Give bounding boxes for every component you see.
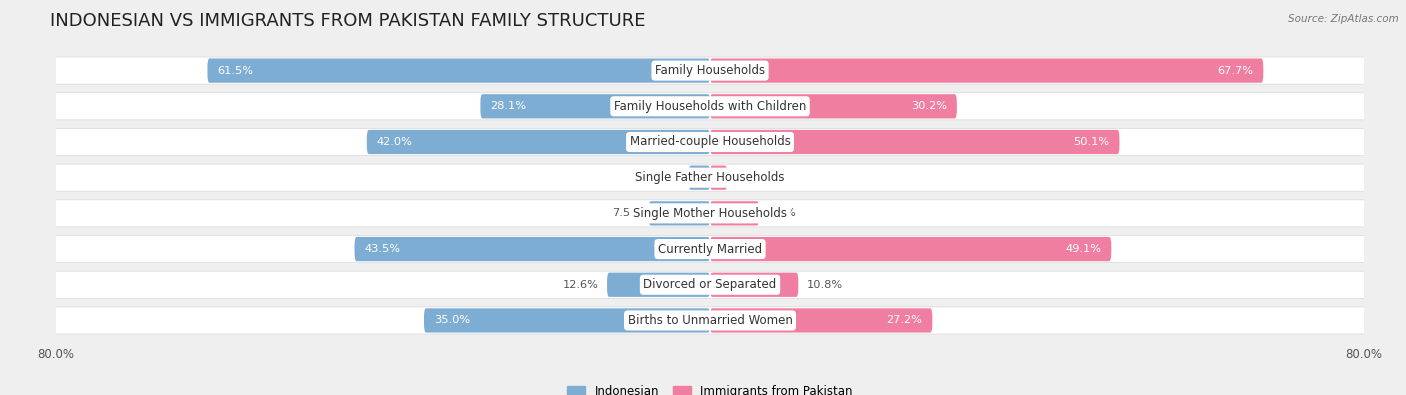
Text: 30.2%: 30.2% [911,101,948,111]
FancyBboxPatch shape [52,271,1368,298]
Text: 43.5%: 43.5% [364,244,401,254]
Text: 28.1%: 28.1% [491,101,526,111]
Text: 2.6%: 2.6% [652,173,681,182]
Text: 7.5%: 7.5% [612,209,641,218]
FancyBboxPatch shape [710,201,759,226]
Text: INDONESIAN VS IMMIGRANTS FROM PAKISTAN FAMILY STRUCTURE: INDONESIAN VS IMMIGRANTS FROM PAKISTAN F… [49,11,645,30]
FancyBboxPatch shape [52,235,1368,263]
Text: 61.5%: 61.5% [218,66,253,75]
FancyBboxPatch shape [710,58,1264,83]
FancyBboxPatch shape [710,237,1111,261]
FancyBboxPatch shape [208,58,710,83]
Text: 35.0%: 35.0% [434,316,470,325]
FancyBboxPatch shape [367,130,710,154]
FancyBboxPatch shape [354,237,710,261]
FancyBboxPatch shape [52,128,1368,156]
FancyBboxPatch shape [52,57,1368,84]
FancyBboxPatch shape [52,200,1368,227]
FancyBboxPatch shape [607,273,710,297]
Text: 6.0%: 6.0% [768,209,796,218]
FancyBboxPatch shape [648,201,710,226]
Text: Divorced or Separated: Divorced or Separated [644,278,776,291]
Text: 10.8%: 10.8% [807,280,842,290]
FancyBboxPatch shape [710,273,799,297]
Text: 2.1%: 2.1% [735,173,763,182]
Text: 49.1%: 49.1% [1066,244,1101,254]
FancyBboxPatch shape [689,166,710,190]
FancyBboxPatch shape [52,307,1368,334]
Text: 42.0%: 42.0% [377,137,412,147]
Legend: Indonesian, Immigrants from Pakistan: Indonesian, Immigrants from Pakistan [562,380,858,395]
Text: 67.7%: 67.7% [1218,66,1254,75]
Text: Single Mother Households: Single Mother Households [633,207,787,220]
FancyBboxPatch shape [710,130,1119,154]
Text: 50.1%: 50.1% [1074,137,1109,147]
Text: Family Households: Family Households [655,64,765,77]
FancyBboxPatch shape [710,308,932,333]
FancyBboxPatch shape [52,164,1368,191]
Text: 27.2%: 27.2% [887,316,922,325]
Text: 12.6%: 12.6% [562,280,599,290]
FancyBboxPatch shape [710,166,727,190]
Text: Births to Unmarried Women: Births to Unmarried Women [627,314,793,327]
Text: Source: ZipAtlas.com: Source: ZipAtlas.com [1288,14,1399,24]
FancyBboxPatch shape [52,93,1368,120]
FancyBboxPatch shape [710,94,957,118]
Text: Currently Married: Currently Married [658,243,762,256]
FancyBboxPatch shape [481,94,710,118]
Text: Family Households with Children: Family Households with Children [614,100,806,113]
FancyBboxPatch shape [425,308,710,333]
Text: Married-couple Households: Married-couple Households [630,135,790,149]
Text: Single Father Households: Single Father Households [636,171,785,184]
